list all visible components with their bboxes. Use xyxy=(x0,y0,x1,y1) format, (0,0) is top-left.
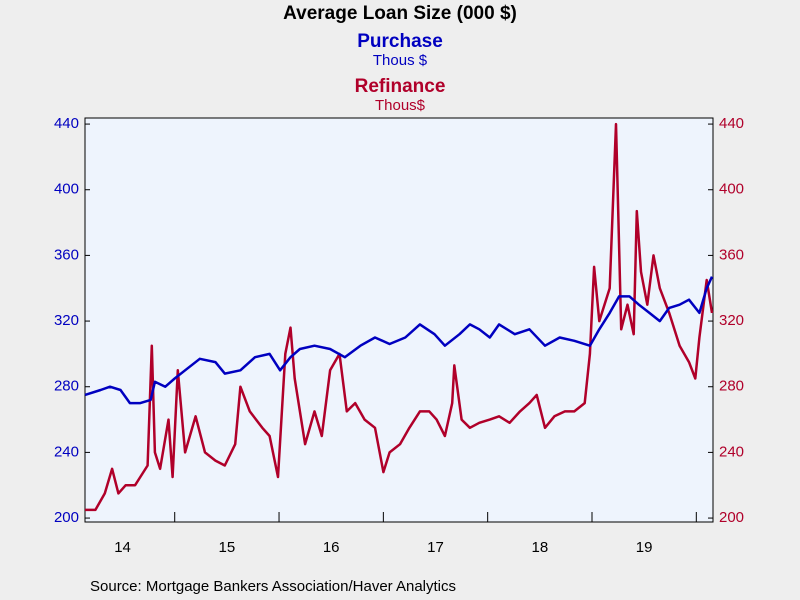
chart-title: Average Loan Size (000 $) xyxy=(283,3,517,24)
y-tick-label: 400 xyxy=(54,181,79,198)
y2-tick-label: 400 xyxy=(719,181,744,198)
source: Source: Mortgage Bankers Association/Hav… xyxy=(90,578,456,595)
y2-tick-label: 440 xyxy=(719,115,744,132)
legend-name: Purchase xyxy=(357,31,443,52)
y-tick-label: 280 xyxy=(54,378,79,395)
y-tick-label: 320 xyxy=(54,312,79,329)
x-tick-label: 18 xyxy=(531,539,548,556)
y-tick-label: 360 xyxy=(54,246,79,263)
legend-unit: Thous$ xyxy=(375,97,426,114)
series-line xyxy=(85,122,714,512)
y2-tick-label: 360 xyxy=(719,246,744,263)
series-line xyxy=(84,276,714,405)
x-tick-label: 14 xyxy=(114,539,131,556)
y2-tick-label: 280 xyxy=(719,378,744,395)
y-tick-label: 240 xyxy=(54,443,79,460)
x-tick-label: 19 xyxy=(636,539,653,556)
y2-tick-label: 240 xyxy=(719,443,744,460)
x-tick-label: 16 xyxy=(323,539,340,556)
y2-tick-label: 320 xyxy=(719,312,744,329)
y-tick-label: 200 xyxy=(54,509,79,526)
y2-tick-label: 200 xyxy=(719,509,744,526)
x-tick-label: 17 xyxy=(427,539,444,556)
y-tick-label: 440 xyxy=(54,115,79,132)
x-tick-label: 15 xyxy=(219,539,236,556)
plot-area xyxy=(84,117,714,523)
legend-unit: Thous $ xyxy=(373,52,428,69)
legend-name: Refinance xyxy=(355,76,446,97)
